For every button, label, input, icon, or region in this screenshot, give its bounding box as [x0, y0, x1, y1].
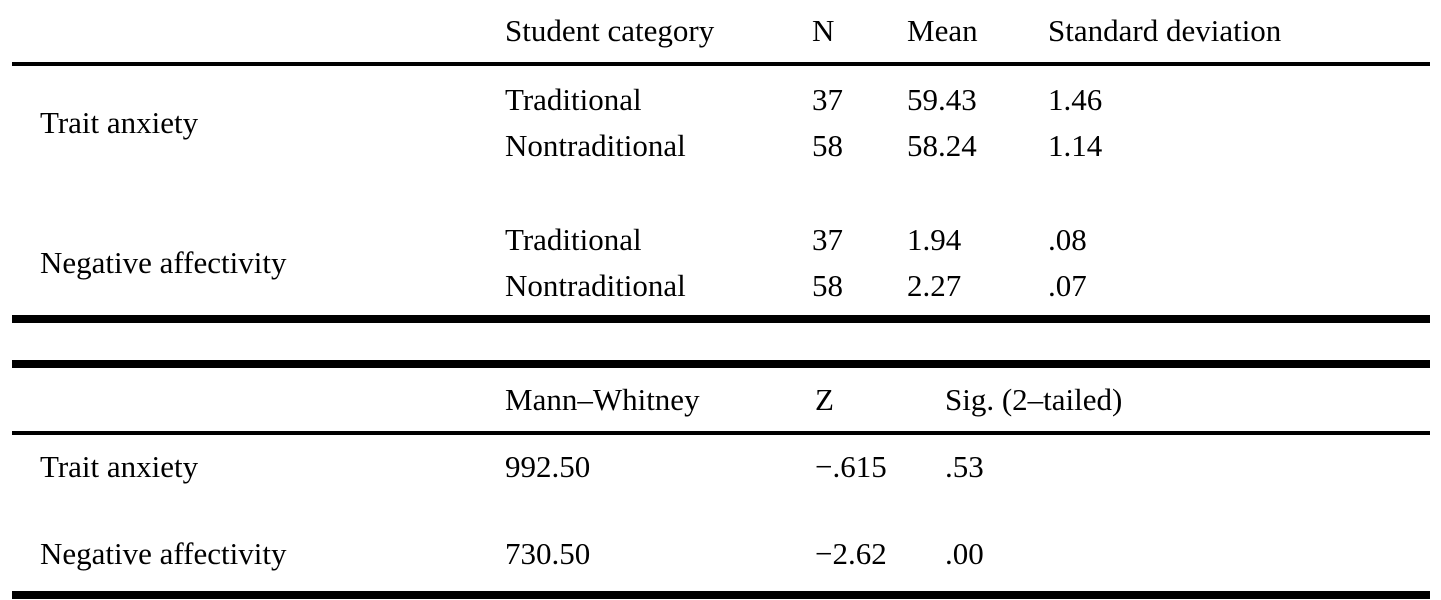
z-cell: −.615 — [815, 449, 887, 484]
z-cell: −2.62 — [815, 536, 887, 571]
row-label: Trait anxiety — [40, 449, 199, 484]
test-row-negative-affectivity: Negative affectivity 730.50 −2.62 .00 — [0, 530, 1441, 578]
column-header-n: N — [812, 13, 835, 48]
table-top-rule — [12, 360, 1430, 368]
category-cell: Traditional — [505, 222, 642, 257]
column-header-mean: Mean — [907, 13, 978, 48]
descriptives-header-row: Student category N Mean Standard deviati… — [0, 0, 1441, 62]
n-cell: 37 — [812, 82, 843, 117]
column-header-z: Z — [815, 382, 834, 417]
sd-cell: .08 — [1048, 222, 1087, 257]
n-cell: 58 — [812, 128, 843, 163]
row-group-label: Trait anxiety — [40, 105, 199, 140]
category-cell: Nontraditional — [505, 268, 686, 303]
row-group-negative-affectivity: Negative affectivity Traditional 37 1.94… — [0, 217, 1441, 309]
n-cell: 37 — [812, 222, 843, 257]
sig-cell: .00 — [945, 536, 984, 571]
column-header-standard-deviation: Standard deviation — [1048, 13, 1282, 48]
mean-cell: 1.94 — [907, 222, 962, 257]
category-cell: Nontraditional — [505, 128, 686, 163]
mean-cell: 59.43 — [907, 82, 977, 117]
test-row-trait-anxiety: Trait anxiety 992.50 −.615 .53 — [0, 443, 1441, 491]
mean-cell: 2.27 — [907, 268, 962, 303]
mann-whitney-cell: 730.50 — [505, 536, 591, 571]
n-cell: 58 — [812, 268, 843, 303]
header-divider-rule — [12, 62, 1430, 66]
category-cell: Traditional — [505, 82, 642, 117]
header-divider-rule — [12, 431, 1430, 435]
column-header-student-category: Student category — [505, 13, 715, 48]
table-bottom-rule — [12, 315, 1430, 323]
sig-cell: .53 — [945, 449, 984, 484]
empty-header-cell — [40, 372, 505, 428]
row-group-trait-anxiety: Trait anxiety Traditional 37 59.43 1.46 … — [0, 77, 1441, 169]
empty-header-cell — [40, 0, 505, 62]
mann-whitney-cell: 992.50 — [505, 449, 591, 484]
column-header-sig: Sig. (2–tailed) — [945, 382, 1123, 417]
test-header-row: Mann–Whitney Z Sig. (2–tailed) — [0, 372, 1441, 428]
column-header-mann-whitney: Mann–Whitney — [505, 382, 700, 417]
mean-cell: 58.24 — [907, 128, 977, 163]
row-label: Negative affectivity — [40, 536, 287, 571]
sd-cell: 1.14 — [1048, 128, 1103, 163]
sd-cell: .07 — [1048, 268, 1087, 303]
row-group-label: Negative affectivity — [40, 245, 287, 280]
sd-cell: 1.46 — [1048, 82, 1103, 117]
table-bottom-rule — [12, 591, 1430, 599]
